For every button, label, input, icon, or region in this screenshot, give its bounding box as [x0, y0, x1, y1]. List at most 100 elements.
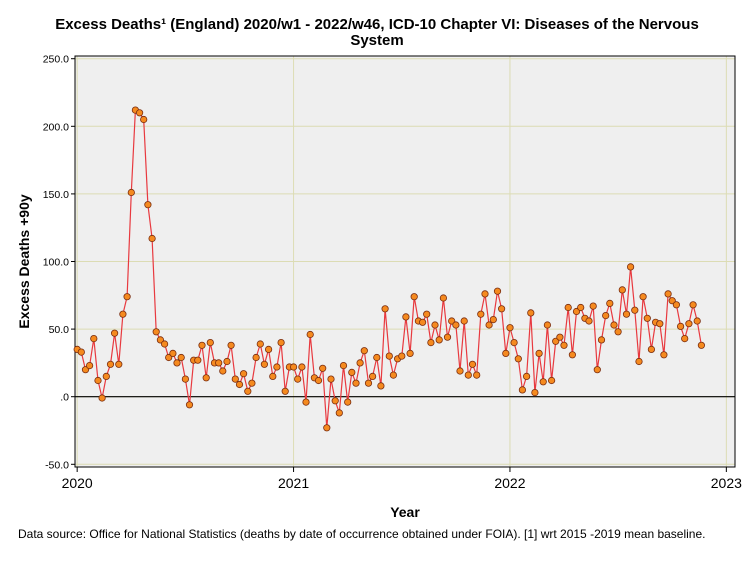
- data-point: [506, 324, 514, 332]
- data-point: [306, 330, 314, 339]
- data-point: [522, 372, 531, 380]
- y-tick-label: 150.0: [43, 189, 69, 201]
- data-point: [656, 320, 664, 328]
- data-point: [410, 293, 418, 301]
- data-point: [635, 357, 643, 366]
- y-tick-label: 50.0: [49, 324, 70, 336]
- chart-title-line-2: System: [350, 32, 404, 49]
- axes: -50.0 .0 50.0 100.0 150.0 200.0 250.0 2020 2021 2…: [43, 54, 742, 491]
- data-point: [235, 380, 244, 389]
- data-point: [94, 376, 102, 385]
- data-point: [127, 188, 135, 197]
- data-point: [298, 363, 306, 371]
- data-point: [323, 424, 331, 432]
- y-tick-label: 200.0: [43, 121, 69, 133]
- y-tick-label: .0: [60, 392, 69, 404]
- data-point: [427, 338, 435, 347]
- data-point: [672, 301, 681, 309]
- data-point: [468, 360, 477, 368]
- data-point: [77, 348, 85, 356]
- data-point: [140, 115, 148, 124]
- data-point: [339, 361, 348, 370]
- data-point: [473, 371, 481, 379]
- data-point: [602, 311, 610, 320]
- data-point: [531, 388, 539, 397]
- chart-title: Excess Deaths¹ (England) 2020/w1 - 2022/…: [0, 17, 754, 49]
- data-point: [547, 376, 556, 385]
- data-point: [281, 387, 289, 395]
- data-point: [568, 351, 577, 359]
- data-source-footnote: Data source: Office for National Statist…: [18, 527, 706, 541]
- data-point: [402, 313, 410, 321]
- data-point: [689, 301, 697, 309]
- data-point: [685, 320, 693, 328]
- data-point: [244, 387, 252, 395]
- data-point: [327, 375, 335, 383]
- data-point: [493, 287, 502, 295]
- data-point: [185, 401, 194, 409]
- x-axis-title: Year: [390, 504, 420, 520]
- data-point: [539, 378, 547, 386]
- data-point: [344, 398, 352, 406]
- data-point: [335, 409, 343, 417]
- data-point: [443, 333, 452, 341]
- x-tick-label: 2022: [494, 475, 525, 491]
- data-point: [252, 353, 260, 362]
- plot-frame: [74, 55, 736, 468]
- data-point: [106, 360, 115, 368]
- data-point: [352, 379, 360, 387]
- data-point: [264, 345, 273, 353]
- data-point: [398, 352, 406, 360]
- data-point: [406, 349, 414, 357]
- data-point: [647, 345, 656, 353]
- data-point: [364, 379, 373, 387]
- data-point: [356, 359, 364, 367]
- data-point: [626, 263, 635, 271]
- data-point: [639, 293, 647, 301]
- data-point: [477, 310, 485, 318]
- data-point: [464, 371, 472, 379]
- x-tick-label: 2021: [278, 475, 309, 491]
- data-point: [368, 372, 377, 380]
- data-point: [215, 359, 223, 367]
- data-point: [668, 297, 676, 305]
- y-tick-label: 250.0: [43, 54, 69, 66]
- data-point: [273, 363, 281, 371]
- data-point: [148, 234, 156, 243]
- data-point: [502, 349, 510, 357]
- data-point: [156, 336, 164, 344]
- data-point: [518, 386, 527, 394]
- data-point: [389, 371, 397, 379]
- data-point: [181, 375, 189, 383]
- data-point: [381, 305, 389, 313]
- data-point: [431, 321, 439, 329]
- data-point: [664, 290, 672, 298]
- data-point: [240, 370, 248, 378]
- data-point: [294, 375, 302, 383]
- data-point: [552, 337, 560, 345]
- data-point: [115, 360, 123, 368]
- data-point: [90, 334, 98, 343]
- data-point: [643, 314, 651, 322]
- data-point: [136, 109, 144, 117]
- series-layer: [73, 106, 706, 432]
- data-point: [618, 286, 626, 294]
- data-point: [439, 294, 447, 302]
- data-point: [481, 290, 489, 298]
- data-point: [460, 317, 468, 325]
- data-point: [289, 363, 298, 371]
- data-point: [660, 351, 668, 359]
- data-point: [319, 364, 327, 372]
- data-point: [452, 321, 460, 329]
- data-point: [676, 322, 685, 330]
- data-point: [535, 349, 543, 357]
- data-point: [169, 349, 177, 357]
- data-point: [585, 317, 593, 325]
- data-point: [102, 372, 110, 380]
- data-point: [161, 340, 169, 348]
- data-point: [177, 353, 185, 362]
- data-point: [111, 329, 119, 337]
- data-point: [556, 333, 564, 341]
- data-point: [123, 293, 131, 301]
